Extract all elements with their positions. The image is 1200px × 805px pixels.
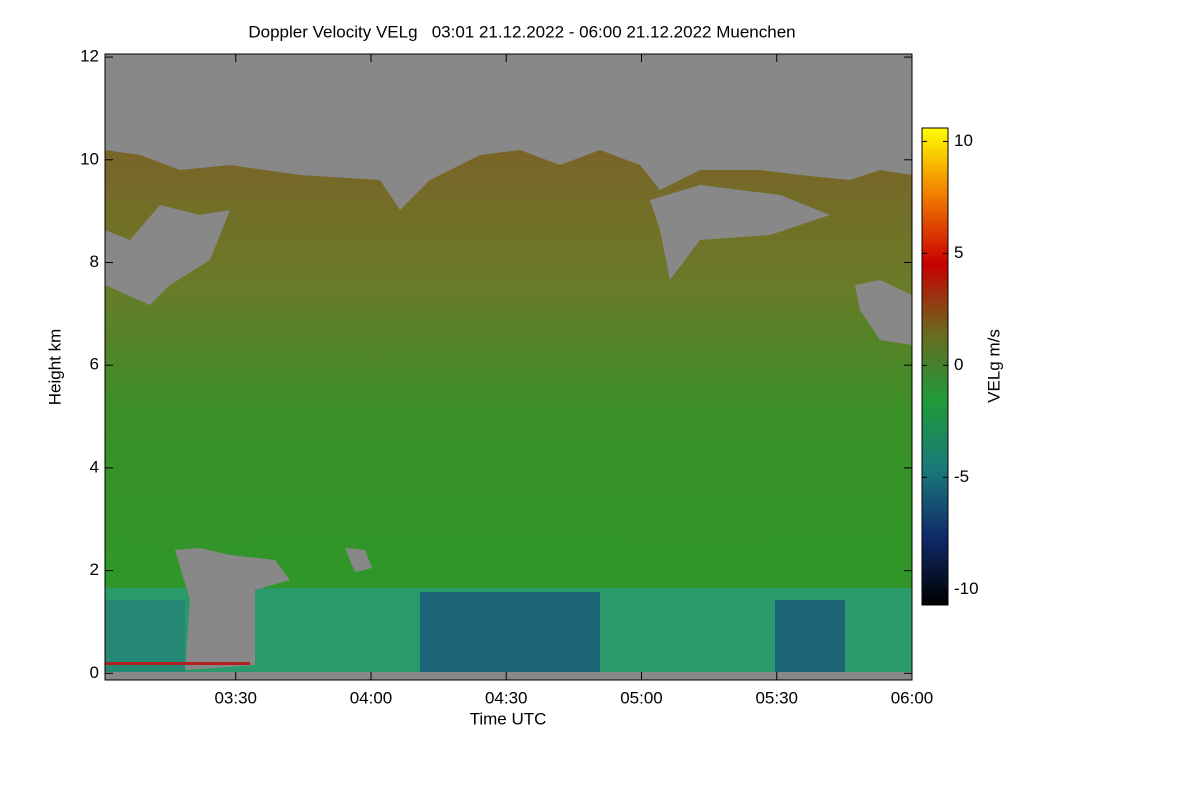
colorbar-label: VELg m/s: [984, 329, 1003, 403]
x-tick-label: 04:00: [350, 688, 393, 707]
colorbar-tick-label: 10: [954, 131, 973, 150]
velocity-field: [105, 54, 912, 680]
y-tick-label: 4: [90, 457, 99, 476]
y-tick-label: 10: [80, 149, 99, 168]
y-tick-label: 6: [90, 355, 99, 374]
colorbar-tick-label: 5: [954, 243, 963, 262]
chart-title: Doppler Velocity VELg 03:01 21.12.2022 -…: [248, 22, 795, 41]
colorbar-tick-label: -10: [954, 579, 979, 598]
x-tick-label: 06:00: [891, 688, 934, 707]
y-tick-label: 12: [80, 47, 99, 66]
x-tick-label: 05:00: [620, 688, 663, 707]
colorbar: [921, 127, 949, 606]
y-tick-label: 8: [90, 252, 99, 271]
y-tick-label: 0: [90, 663, 99, 682]
plot-frame: [104, 53, 913, 681]
x-tick-label: 04:30: [485, 688, 528, 707]
x-tick-label: 05:30: [755, 688, 798, 707]
colorbar-tick-label: 0: [954, 355, 963, 374]
y-tick-label: 2: [90, 560, 99, 579]
y-axis-label: Height km: [45, 329, 64, 406]
x-axis-label: Time UTC: [470, 709, 547, 728]
x-tick-label: 03:30: [214, 688, 257, 707]
colorbar-tick-label: -5: [954, 467, 969, 486]
